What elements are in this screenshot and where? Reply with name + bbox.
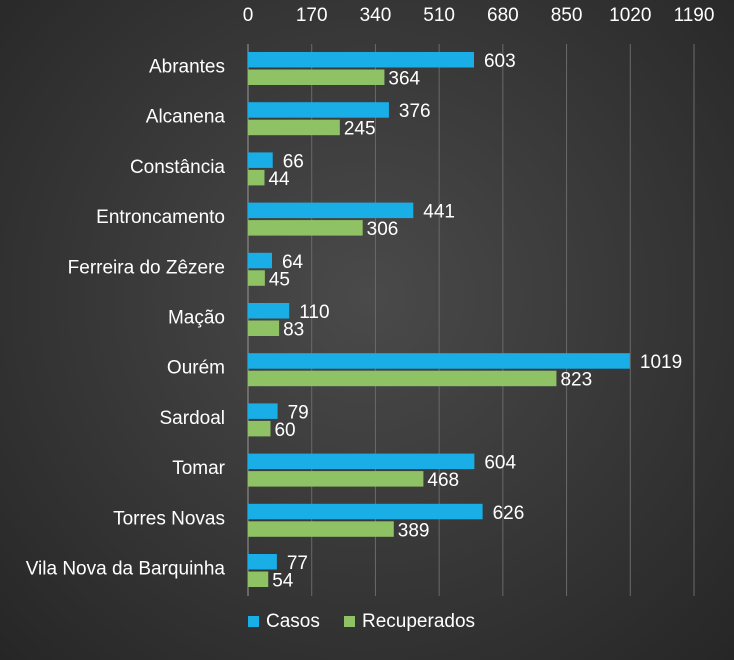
data-label-casos-tomar: 604 bbox=[484, 453, 516, 474]
bar-recuperados-abrantes bbox=[248, 69, 385, 85]
bar-casos-macao bbox=[248, 303, 290, 319]
data-label-casos-ferreira-do-zezere: 64 bbox=[282, 252, 304, 273]
bar-recuperados-vila-nova-da-barquinha bbox=[248, 571, 269, 587]
x-tick-label-1020: 1020 bbox=[609, 5, 651, 26]
bar-recuperados-macao bbox=[248, 320, 280, 336]
category-label-macao: Mação bbox=[168, 308, 225, 329]
data-label-casos-abrantes: 603 bbox=[484, 51, 516, 72]
bar-casos-constancia bbox=[248, 152, 273, 168]
bar-recuperados-sardoal bbox=[248, 420, 271, 437]
category-label-torres-novas: Torres Novas bbox=[113, 508, 225, 529]
category-label-tomar: Tomar bbox=[172, 458, 225, 479]
data-label-casos-torres-novas: 626 bbox=[493, 503, 525, 524]
category-label-ferreira-do-zezere: Ferreira do Zêzere bbox=[68, 257, 225, 278]
bar-recuperados-ferreira-do-zezere bbox=[248, 270, 265, 286]
bar-recuperados-constancia bbox=[248, 169, 265, 186]
x-tick-label-340: 340 bbox=[360, 5, 392, 26]
bar-recuperados-tomar bbox=[248, 471, 424, 487]
data-label-casos-vila-nova-da-barquinha: 77 bbox=[287, 553, 308, 574]
legend-label-recuperados: Recuperados bbox=[362, 611, 475, 632]
category-label-abrantes: Abrantes bbox=[149, 57, 225, 78]
data-label-recuperados-alcanena: 245 bbox=[344, 119, 376, 140]
data-label-recuperados-tomar: 468 bbox=[427, 470, 459, 491]
legend: Casos Recuperados bbox=[248, 611, 475, 632]
data-label-recuperados-ferreira-do-zezere: 45 bbox=[269, 269, 290, 290]
legend-swatch-recuperados bbox=[344, 616, 355, 627]
data-label-casos-ourem: 1019 bbox=[640, 352, 682, 373]
x-tick-label-680: 680 bbox=[487, 5, 519, 26]
category-label-alcanena: Alcanena bbox=[146, 107, 226, 128]
data-label-casos-alcanena: 376 bbox=[399, 101, 431, 122]
bar-casos-ferreira-do-zezere bbox=[248, 252, 272, 269]
data-label-recuperados-macao: 83 bbox=[283, 320, 304, 341]
data-label-casos-constancia: 66 bbox=[283, 151, 304, 172]
bar-casos-vila-nova-da-barquinha bbox=[248, 554, 277, 570]
category-label-ourem: Ourém bbox=[167, 358, 225, 379]
x-axis-ticks: 0 170 340 510 680 850 1020 1190 bbox=[243, 5, 715, 26]
x-tick-label-510: 510 bbox=[423, 5, 455, 26]
bar-casos-abrantes bbox=[248, 52, 474, 68]
bar-casos-entroncamento bbox=[248, 202, 414, 219]
category-label-entroncamento: Entroncamento bbox=[96, 207, 225, 228]
data-label-casos-entroncamento: 441 bbox=[423, 202, 455, 223]
data-label-recuperados-entroncamento: 306 bbox=[367, 219, 399, 240]
category-label-sardoal: Sardoal bbox=[160, 408, 226, 429]
bar-recuperados-alcanena bbox=[248, 119, 340, 136]
data-label-recuperados-torres-novas: 389 bbox=[398, 520, 430, 541]
data-label-recuperados-vila-nova-da-barquinha: 54 bbox=[272, 571, 294, 592]
bar-casos-torres-novas bbox=[248, 503, 483, 520]
legend-label-casos: Casos bbox=[266, 611, 320, 632]
bar-casos-sardoal bbox=[248, 403, 278, 419]
data-label-recuperados-constancia: 44 bbox=[268, 169, 290, 190]
bar-casos-alcanena bbox=[248, 102, 389, 118]
x-tick-label-170: 170 bbox=[296, 5, 328, 26]
data-label-recuperados-ourem: 823 bbox=[560, 370, 592, 391]
bar-casos-tomar bbox=[248, 453, 475, 470]
bars bbox=[248, 52, 630, 587]
bar-recuperados-ourem bbox=[248, 370, 557, 387]
data-label-casos-macao: 110 bbox=[299, 302, 329, 323]
legend-swatch-casos bbox=[248, 616, 259, 627]
x-tick-label-0: 0 bbox=[243, 5, 254, 26]
x-tick-label-850: 850 bbox=[551, 5, 583, 26]
bar-recuperados-entroncamento bbox=[248, 220, 363, 236]
data-label-casos-sardoal: 79 bbox=[288, 402, 309, 423]
bar-recuperados-torres-novas bbox=[248, 521, 394, 537]
data-label-recuperados-abrantes: 364 bbox=[388, 69, 420, 90]
data-label-recuperados-sardoal: 60 bbox=[274, 420, 295, 441]
category-label-constancia: Constância bbox=[130, 157, 225, 178]
category-labels: Abrantes Alcanena Constância Entroncamento F… bbox=[26, 57, 226, 580]
category-label-vila-nova-da-barquinha: Vila Nova da Barquinha bbox=[26, 559, 226, 580]
bar-casos-ourem bbox=[248, 353, 630, 369]
x-tick-label-1190: 1190 bbox=[674, 5, 715, 26]
